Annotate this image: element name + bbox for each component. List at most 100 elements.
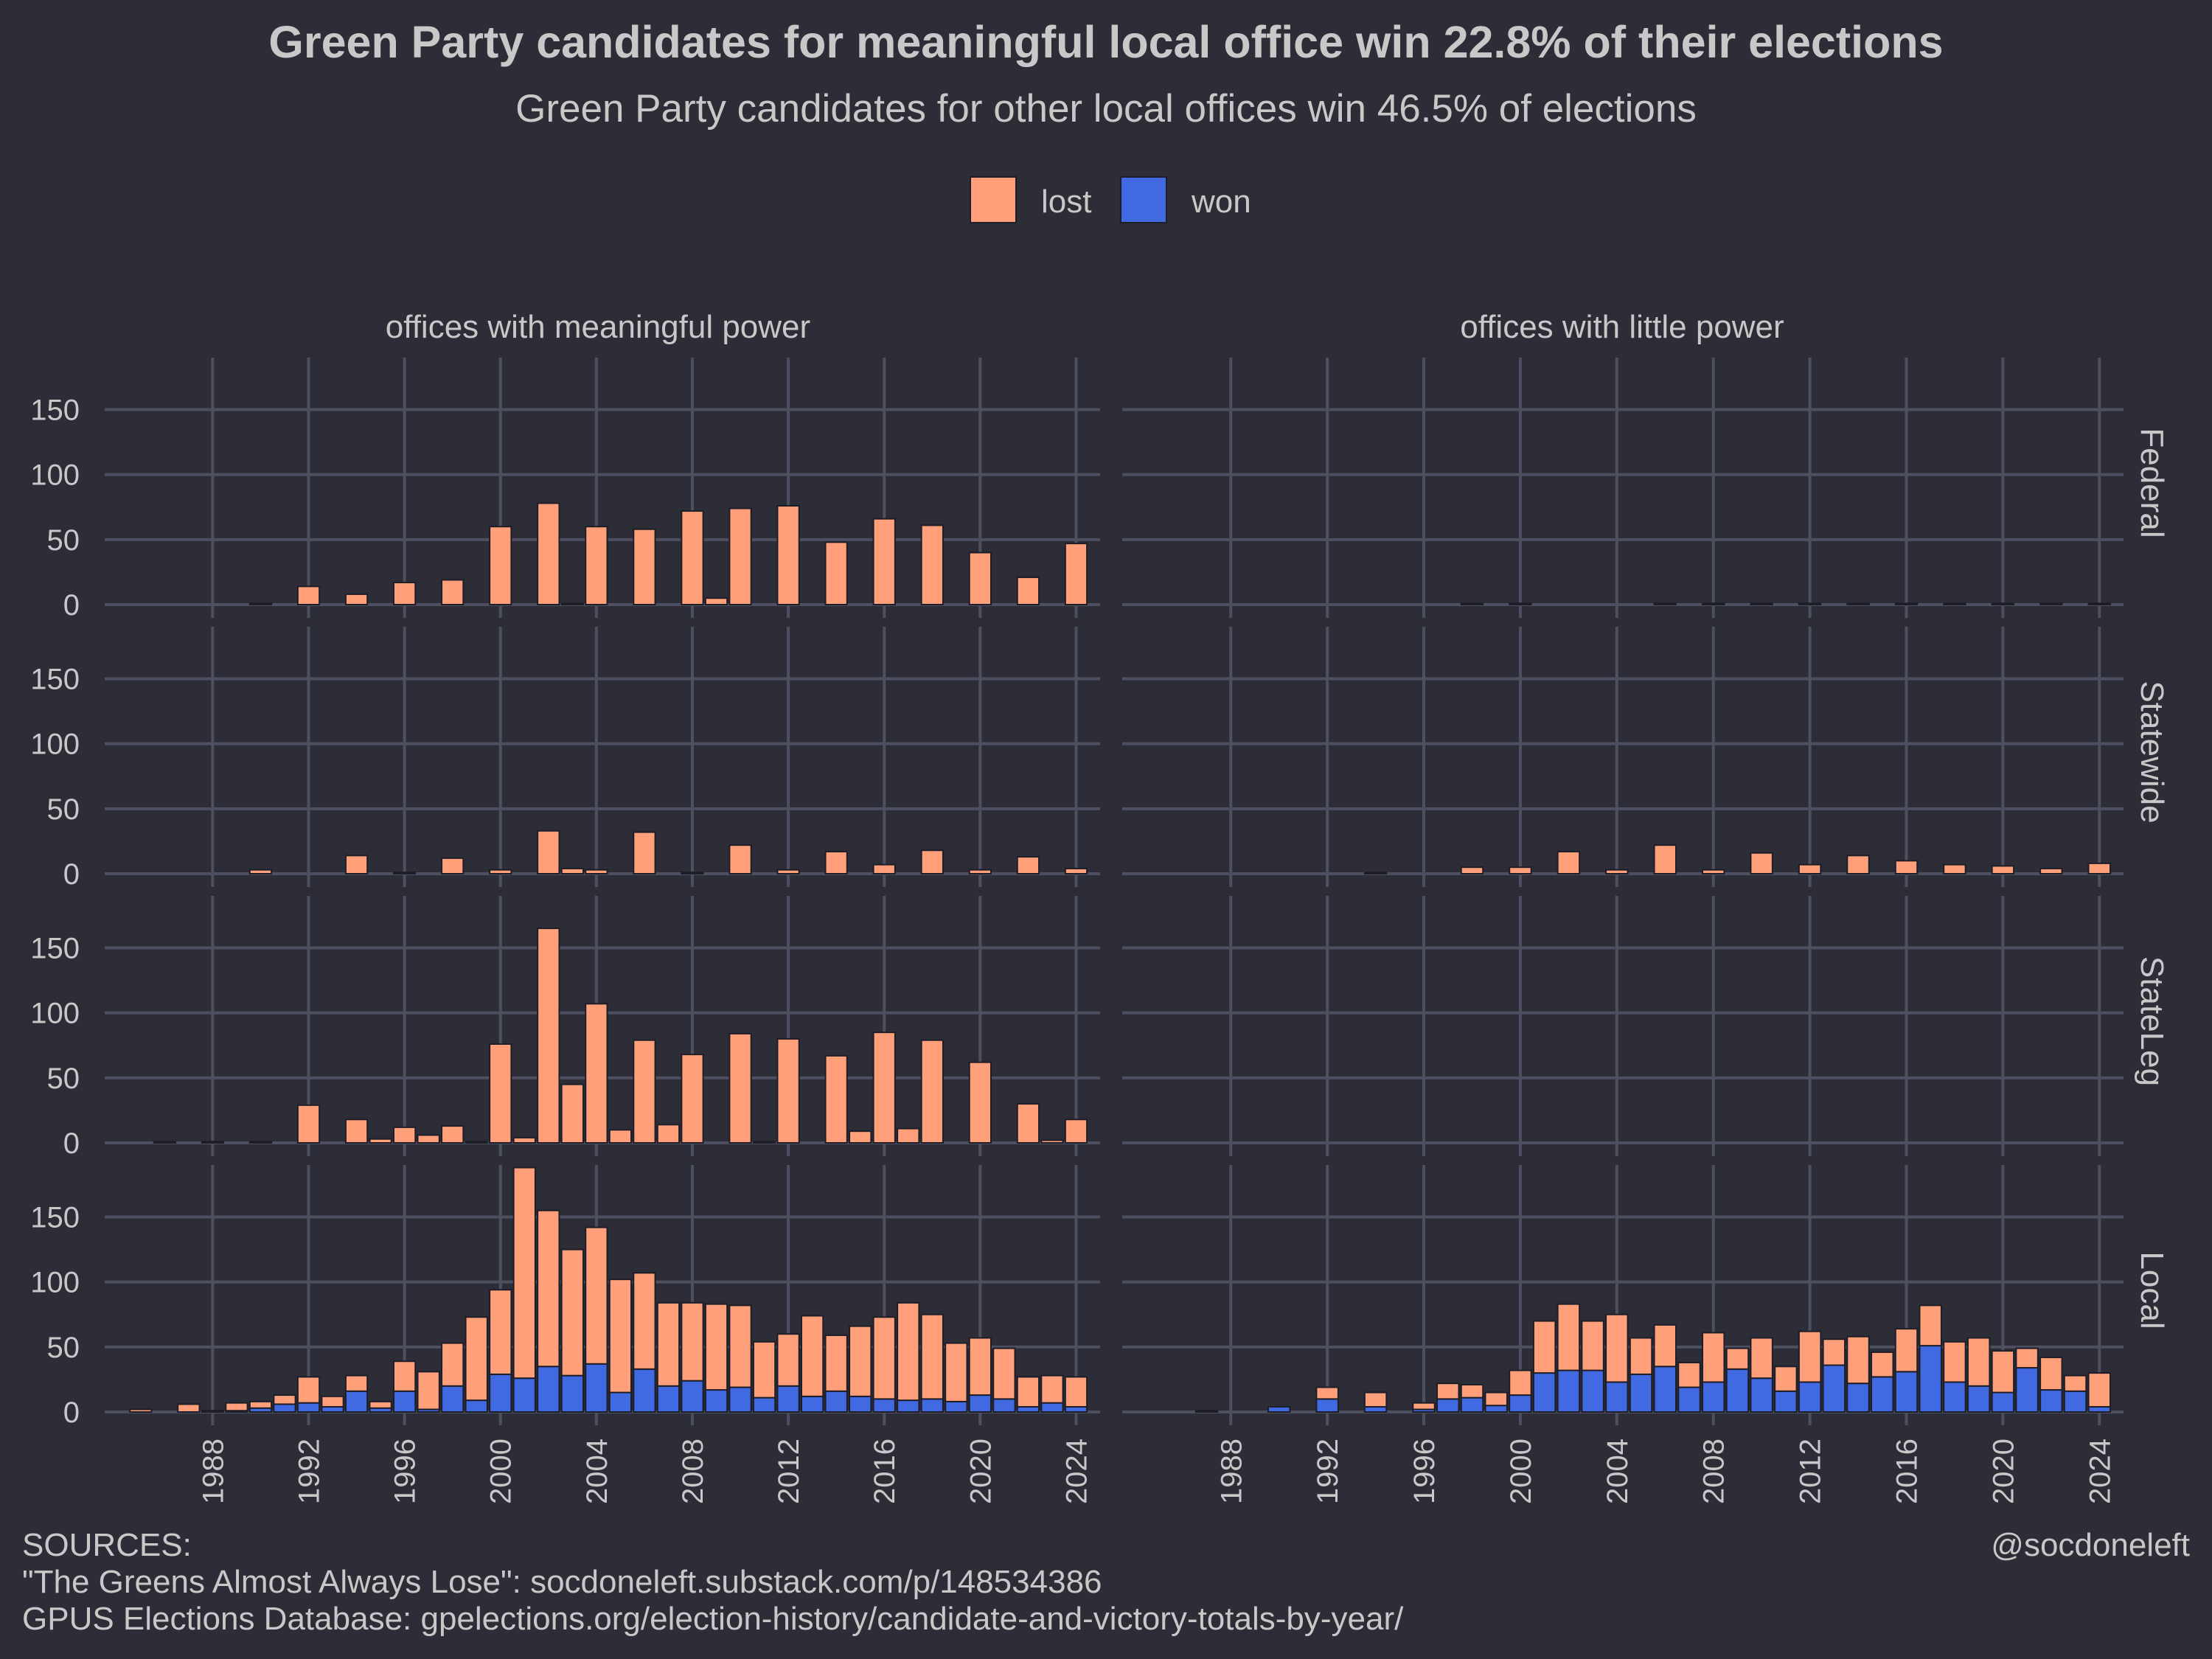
chart-title: Green Party candidates for meaningful lo… <box>268 17 1943 67</box>
bar-lost <box>441 579 465 605</box>
bar-lost <box>728 507 752 605</box>
bar-lost <box>752 1141 776 1144</box>
bar-lost <box>1509 1369 1532 1397</box>
legend-swatch-won <box>1120 176 1167 223</box>
bar-lost <box>704 597 728 605</box>
bar-lost <box>2087 862 2112 875</box>
bar-lost <box>1605 1313 1629 1383</box>
bar-lost <box>776 1037 800 1144</box>
bar-lost <box>177 1403 201 1413</box>
bar-won <box>1460 1397 1484 1413</box>
bar-lost <box>656 1124 681 1144</box>
bar-lost <box>1798 602 1822 605</box>
bar-won <box>945 1400 968 1413</box>
bar-lost <box>1894 602 1919 605</box>
bar-won <box>2063 1390 2087 1413</box>
bar-lost <box>2087 602 2112 605</box>
bar-lost <box>489 526 512 605</box>
bar-lost <box>849 1325 872 1397</box>
bar-lost <box>1750 602 1773 605</box>
x-tick-label: 2016 <box>1891 1439 1923 1504</box>
bar-won <box>776 1385 800 1413</box>
bar-lost <box>1363 1391 1388 1408</box>
bar-lost <box>248 1141 273 1144</box>
bar-lost <box>656 1301 681 1387</box>
bar-lost <box>945 1342 968 1402</box>
bar-lost <box>560 867 584 875</box>
bar-won <box>968 1394 992 1413</box>
x-tick-label: 2004 <box>1601 1439 1634 1504</box>
bar-lost <box>1943 1340 1966 1383</box>
bar-won <box>489 1373 512 1413</box>
facet-panel-local-little: 1988 1992 1996 2000 2004 2008 2012 2016 2020 2024 <box>1122 1165 2124 1504</box>
bar-lost <box>1040 1374 1064 1404</box>
bar-lost <box>585 869 608 875</box>
bar-lost <box>560 602 584 605</box>
bar-won <box>1774 1390 1798 1413</box>
bar-won <box>849 1395 872 1413</box>
bar-lost <box>1991 865 2015 874</box>
bar-lost <box>489 1289 512 1375</box>
bar-lost <box>1943 602 1966 605</box>
x-tick-label: 1996 <box>389 1439 422 1504</box>
bar-won <box>1966 1385 1991 1413</box>
facet-label-stateleg: StateLeg <box>2134 956 2170 1086</box>
bar-won <box>752 1397 776 1413</box>
bar-won <box>1991 1391 2015 1413</box>
bar-lost <box>465 1316 488 1402</box>
bar-won <box>1919 1345 1942 1413</box>
bar-lost <box>344 593 369 605</box>
bar-lost <box>296 1104 321 1144</box>
bar-lost <box>1194 1410 1219 1413</box>
bar-won <box>1750 1377 1773 1413</box>
bar-won <box>1725 1368 1750 1413</box>
bar-lost <box>1064 1376 1088 1408</box>
bar-lost <box>1991 602 2015 605</box>
bar-won <box>1532 1372 1557 1413</box>
facet-label-statewide: Statewide <box>2134 681 2170 823</box>
bar-lost <box>1557 851 1581 875</box>
bar-lost <box>1064 543 1088 606</box>
bar-lost <box>633 1272 656 1370</box>
caption-sources-label: SOURCES: <box>22 1527 192 1563</box>
bar-lost <box>824 851 848 875</box>
bar-lost <box>344 1374 369 1392</box>
bar-won <box>681 1380 704 1413</box>
bar-lost <box>1653 602 1677 605</box>
bar-lost <box>872 1032 896 1144</box>
x-tick-label: 2000 <box>485 1439 518 1504</box>
bar-lost <box>1774 1366 1798 1392</box>
bar-lost <box>897 1127 920 1144</box>
y-tick-label: 150 <box>30 664 80 696</box>
bar-won <box>321 1405 344 1413</box>
bar-lost <box>728 844 752 875</box>
plot-area: 0 50 100 150 0 50 100 150 0 50 100 150 0 50 100 150 1988… <box>30 358 2124 1504</box>
bar-lost <box>1919 1304 1942 1347</box>
caption-credit: @socdoneleft <box>1991 1527 2190 1563</box>
bar-lost <box>1677 1362 1701 1388</box>
bar-lost <box>1701 602 1725 605</box>
bar-lost <box>1894 860 1919 874</box>
y-tick-label: 0 <box>63 589 80 622</box>
bar-lost <box>1509 602 1532 605</box>
bar-lost <box>920 849 944 875</box>
bar-lost <box>2039 867 2063 875</box>
bar-won <box>1040 1402 1064 1413</box>
bar-lost <box>585 526 608 605</box>
bar-lost <box>1581 1320 1604 1371</box>
x-tick-label: 2020 <box>1987 1439 2020 1504</box>
y-tick-label: 50 <box>47 793 80 826</box>
bar-lost <box>273 1394 296 1405</box>
bar-lost <box>465 1141 488 1144</box>
bar-won <box>1557 1369 1581 1413</box>
bar-lost <box>1798 863 1822 874</box>
bar-won <box>1653 1366 1677 1413</box>
bar-lost <box>441 1125 465 1144</box>
bar-lost <box>417 1134 440 1144</box>
bar-lost <box>369 1400 392 1409</box>
bar-lost <box>1363 872 1388 874</box>
x-tick-label: 2000 <box>1505 1439 1537 1504</box>
bar-lost <box>2039 1356 2063 1391</box>
bar-lost <box>1991 1350 2015 1394</box>
bar-lost <box>560 1083 584 1144</box>
